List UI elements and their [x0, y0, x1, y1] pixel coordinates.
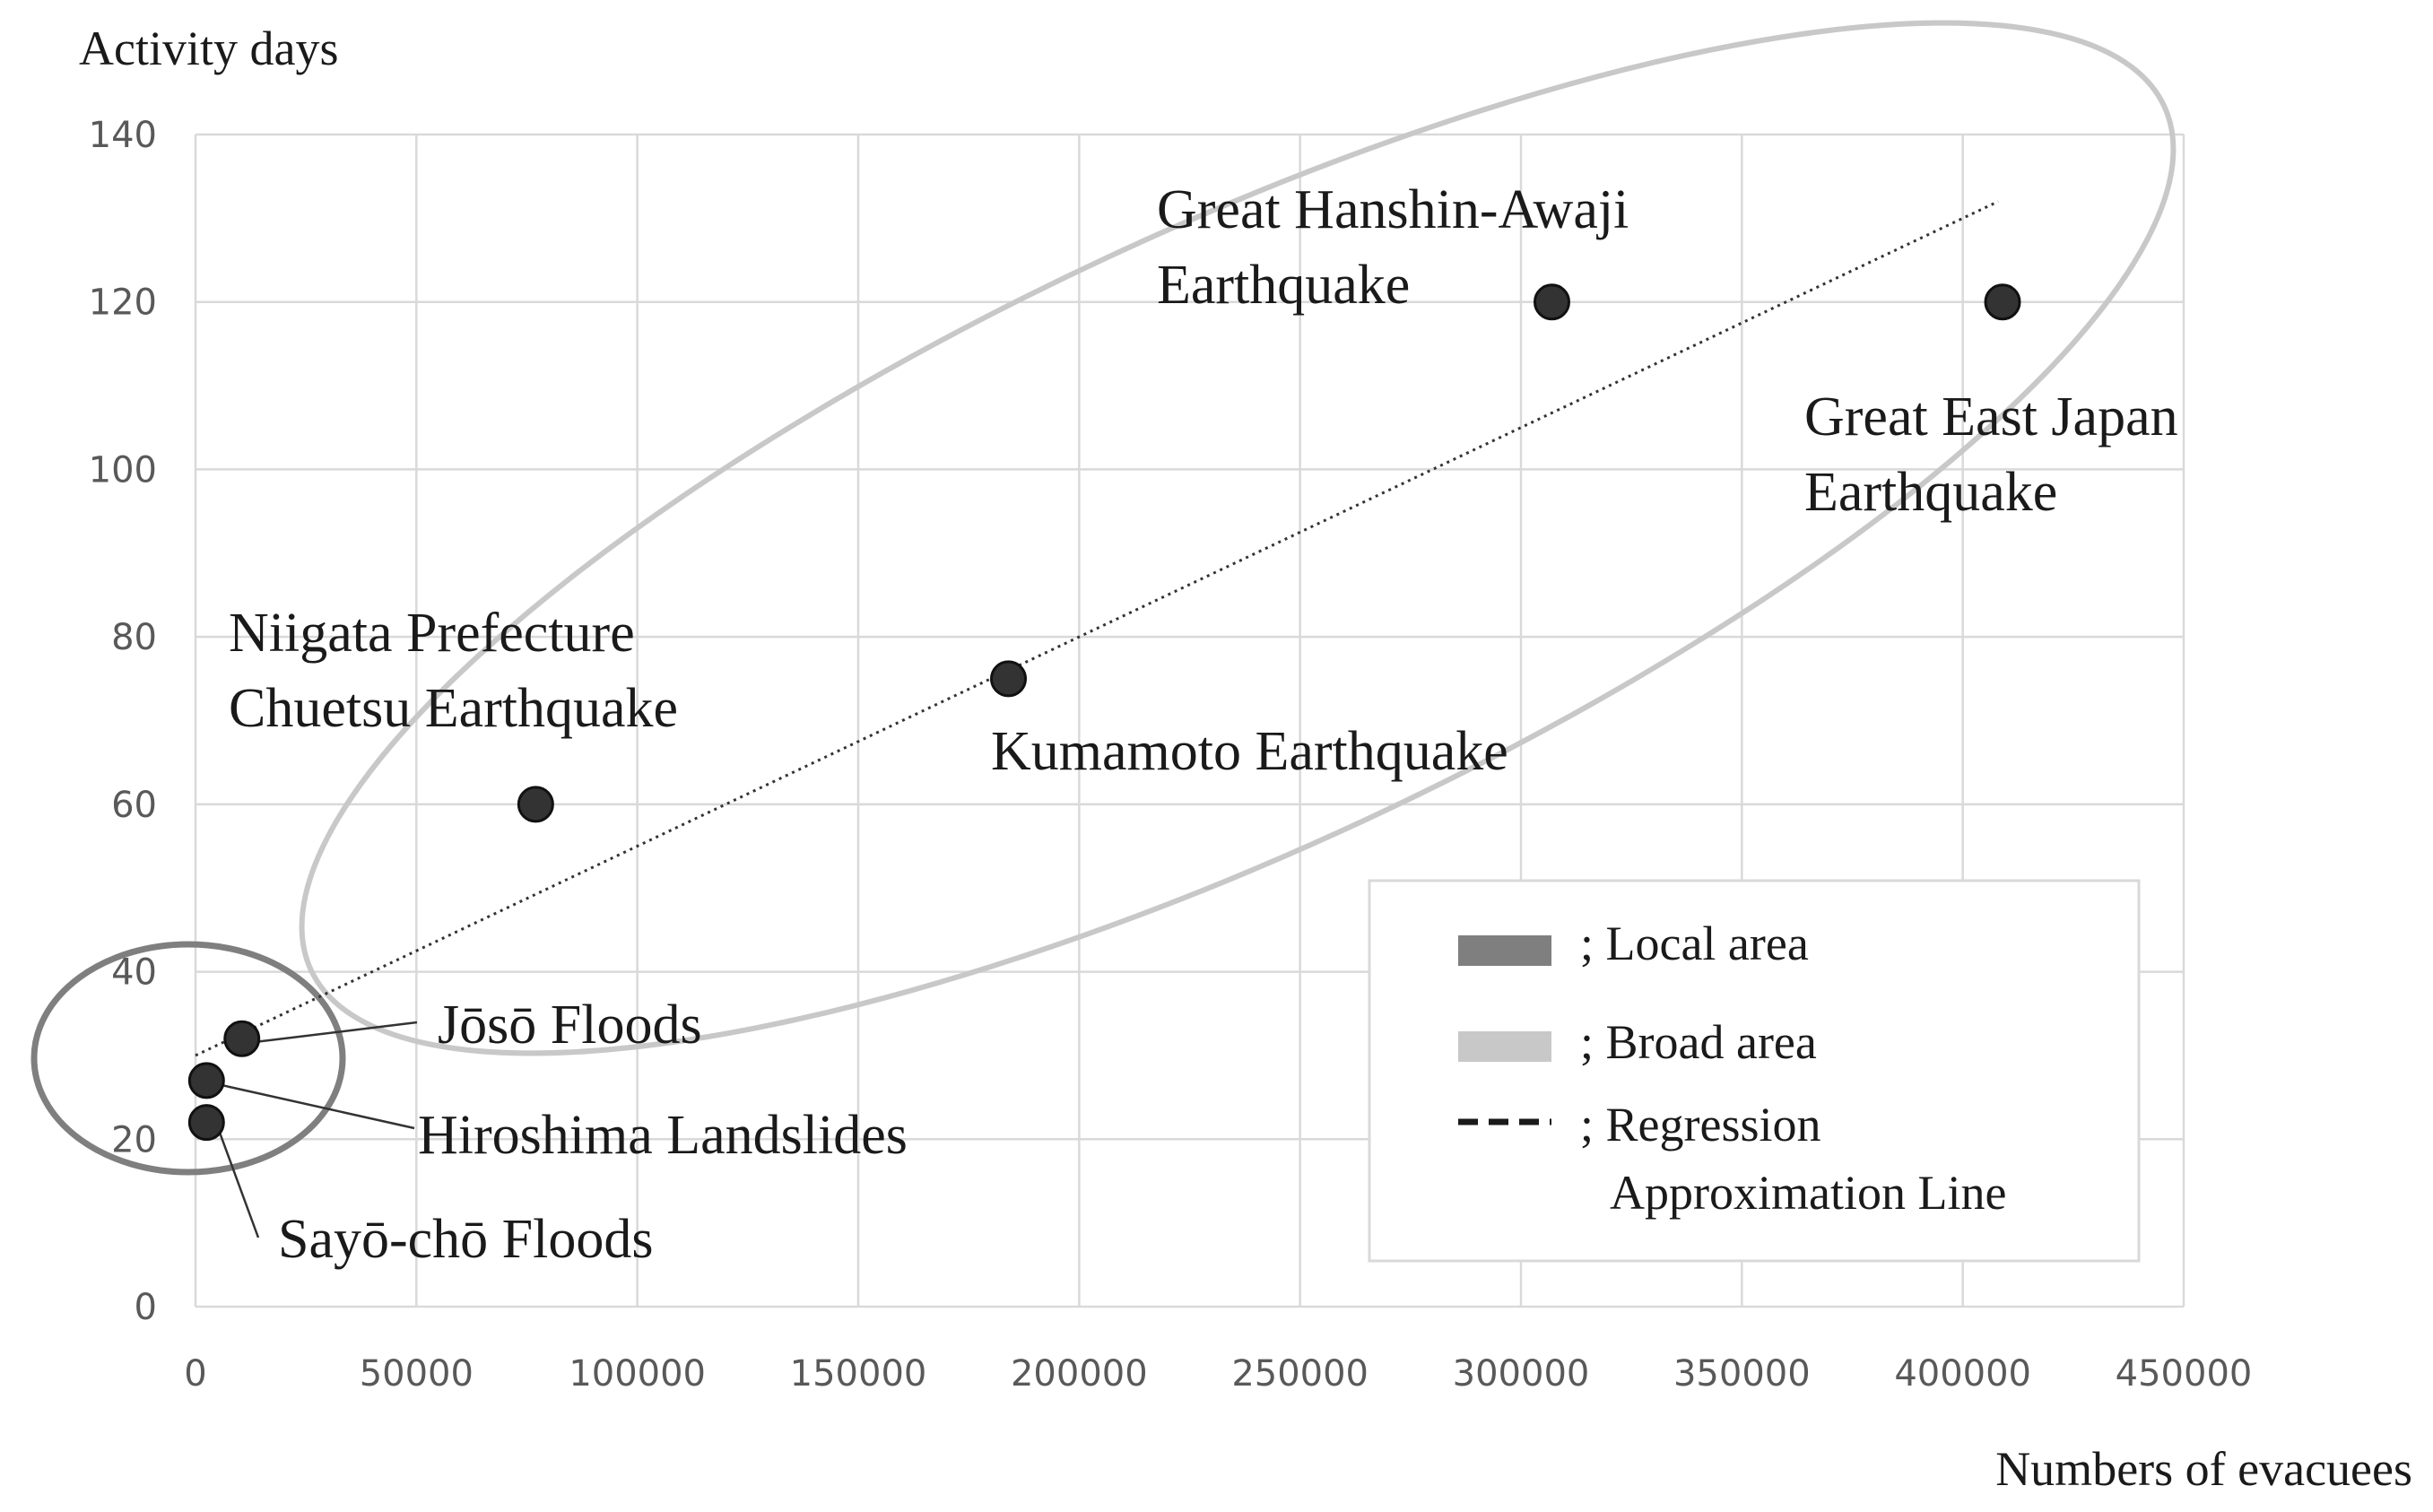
- point-label-3-line-0: Niigata Prefecture: [229, 603, 635, 664]
- y-tick-label-2: 40: [111, 952, 157, 994]
- x-tick-label-2: 100000: [569, 1353, 706, 1395]
- point-label-1-line-1: Earthquake: [1804, 462, 2057, 523]
- local-area-ellipse: [30, 941, 346, 1176]
- x-axis-label: Numbers of evacuees: [1995, 1442, 2412, 1496]
- point-labels: Great Hanshin-Awaji Earthquake Great East …: [229, 179, 2178, 1270]
- x-tick-label-5: 250000: [1231, 1353, 1369, 1395]
- data-point-2: [990, 660, 1028, 698]
- x-tick-label-8: 400000: [1894, 1353, 2031, 1395]
- legend-label-local: ; Local area: [1580, 917, 1809, 970]
- area-ellipses: [30, 20, 2177, 1176]
- legend-label-broad: ; Broad area: [1580, 1015, 1817, 1069]
- regression-line-layer: [195, 200, 1999, 1057]
- broad-area-ellipse: [299, 20, 2177, 1056]
- data-point-1: [1984, 283, 2021, 321]
- data-points: [187, 283, 2021, 1142]
- data-point-3: [517, 786, 554, 823]
- leader-line-4: [252, 1021, 418, 1044]
- point-label-2-line-0: Kumamoto Earthquake: [991, 721, 1508, 782]
- legend-label-regression-line-1: Approximation Line: [1610, 1166, 2006, 1220]
- y-axis-label: Activity days: [79, 22, 338, 75]
- y-tick-label-1: 20: [111, 1119, 157, 1160]
- point-label-0-line-1: Earthquake: [1157, 255, 1410, 316]
- x-tick-label-7: 350000: [1673, 1353, 1811, 1395]
- regression-line: [195, 200, 1999, 1057]
- x-tick-label-0: 0: [184, 1353, 206, 1395]
- legend-swatch-local: [1458, 935, 1551, 966]
- y-tick-label-5: 100: [89, 449, 157, 491]
- legend: ; Local area ; Broad area ; Regression Appr…: [1368, 879, 2141, 1263]
- axis-ticks: 0 50000 100000 150000 200000 250000 300000 3500…: [89, 115, 2253, 1395]
- y-tick-label-4: 80: [111, 617, 157, 658]
- point-label-6-line-0: Sayō-chō Floods: [278, 1209, 654, 1270]
- point-label-3-line-1: Chuetsu Earthquake: [229, 678, 678, 739]
- x-tick-label-3: 150000: [790, 1353, 927, 1395]
- point-label-5-line-0: Hiroshima Landslides: [418, 1105, 908, 1166]
- x-tick-label-6: 300000: [1453, 1353, 1590, 1395]
- x-tick-label-1: 50000: [360, 1353, 474, 1395]
- point-label-4-line-0: Jōsō Floods: [438, 995, 702, 1056]
- legend-label-regression-line-0: ; Regression: [1580, 1098, 1820, 1151]
- x-tick-label-9: 450000: [2116, 1353, 2253, 1395]
- legend-swatch-broad: [1458, 1031, 1551, 1062]
- leader-lines: [216, 1021, 418, 1238]
- y-tick-label-3: 60: [111, 785, 157, 826]
- data-point-4: [223, 1020, 261, 1057]
- y-tick-label-7: 140: [89, 115, 157, 156]
- point-label-1-line-0: Great East Japan: [1804, 387, 2178, 448]
- point-label-0-line-0: Great Hanshin-Awaji: [1157, 179, 1629, 240]
- leader-line-6: [216, 1125, 260, 1238]
- y-tick-label-0: 0: [135, 1287, 157, 1328]
- x-tick-label-4: 200000: [1011, 1353, 1148, 1395]
- data-point-5: [187, 1062, 225, 1099]
- y-tick-label-6: 120: [89, 282, 157, 324]
- leader-line-5: [217, 1082, 415, 1130]
- data-point-0: [1533, 283, 1570, 321]
- data-point-6: [187, 1104, 225, 1142]
